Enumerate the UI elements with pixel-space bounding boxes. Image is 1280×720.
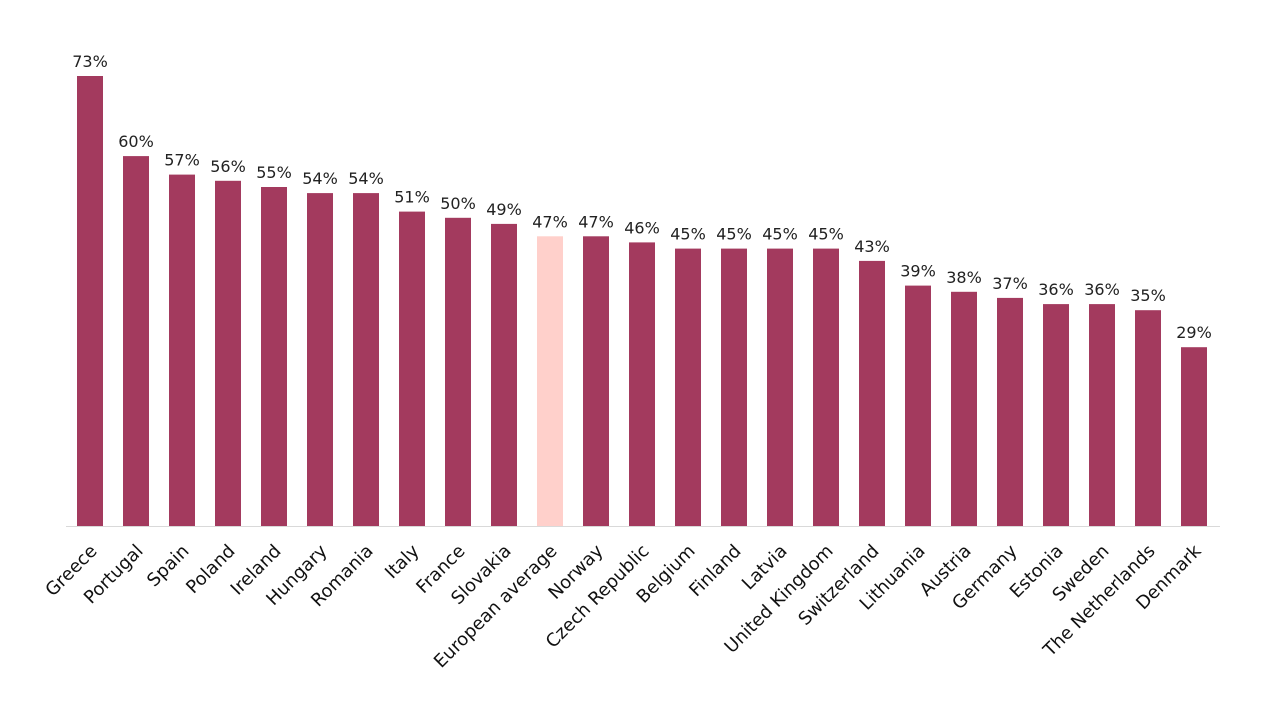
- value-label-switzerland: 43%: [854, 237, 890, 256]
- value-label-romania: 54%: [348, 169, 384, 188]
- bar-ireland: [261, 187, 287, 526]
- bar-european-average: [537, 236, 563, 527]
- bar-lithuania: [905, 285, 931, 526]
- value-label-belgium: 45%: [670, 225, 706, 244]
- value-label-germany: 37%: [992, 274, 1028, 293]
- value-label-estonia: 36%: [1038, 280, 1074, 299]
- value-label-lithuania: 39%: [900, 262, 936, 281]
- bar-portugal: [123, 156, 149, 526]
- value-labels-group: 73% 60% 57% 56% 55% 54% 54% 51% 50% 49% 47% 47% 46% 4…: [72, 52, 1212, 342]
- value-label-hungary: 54%: [302, 169, 338, 188]
- value-label-spain: 57%: [164, 151, 200, 170]
- bar-latvia: [767, 248, 793, 526]
- category-label-finland: Finland: [685, 541, 745, 601]
- value-label-slovakia: 49%: [486, 200, 522, 219]
- bar-romania: [353, 193, 379, 526]
- category-labels-group: GreecePortugalSpainPolandIrelandHungaryR…: [41, 540, 1206, 672]
- bar-italy: [399, 211, 425, 526]
- bar-switzerland: [859, 260, 885, 526]
- bar-france: [445, 217, 471, 527]
- bar-finland: [721, 248, 747, 526]
- bars-group: [77, 76, 1207, 527]
- bar-austria: [951, 291, 977, 526]
- value-label-denmark: 29%: [1176, 323, 1212, 342]
- value-label-greece: 73%: [72, 52, 108, 71]
- bar-estonia: [1043, 304, 1069, 526]
- bar-slovakia: [491, 223, 517, 526]
- value-label-norway: 47%: [578, 212, 614, 231]
- value-label-italy: 51%: [394, 188, 430, 207]
- bar-spain: [169, 174, 195, 526]
- bar-sweden: [1089, 304, 1115, 526]
- value-label-portugal: 60%: [118, 132, 154, 151]
- bar-germany: [997, 297, 1023, 526]
- bar-greece: [77, 76, 103, 526]
- value-label-poland: 56%: [210, 157, 246, 176]
- value-label-sweden: 36%: [1084, 280, 1120, 299]
- bar-norway: [583, 236, 609, 527]
- bar-czech-republic: [629, 242, 655, 526]
- bar-hungary: [307, 193, 333, 526]
- value-label-czech-republic: 46%: [624, 218, 660, 237]
- value-label-united-kingdom: 45%: [808, 225, 844, 244]
- value-label-european-average: 47%: [532, 212, 568, 231]
- bar-united-kingdom: [813, 248, 839, 526]
- value-label-ireland: 55%: [256, 163, 292, 182]
- bar-denmark: [1181, 347, 1207, 526]
- value-label-latvia: 45%: [762, 225, 798, 244]
- value-label-france: 50%: [440, 194, 476, 213]
- bar-the-netherlands: [1135, 310, 1161, 526]
- bar-belgium: [675, 248, 701, 526]
- value-label-the-netherlands: 35%: [1130, 286, 1166, 305]
- value-label-finland: 45%: [716, 225, 752, 244]
- bar-poland: [215, 180, 241, 527]
- value-label-austria: 38%: [946, 268, 982, 287]
